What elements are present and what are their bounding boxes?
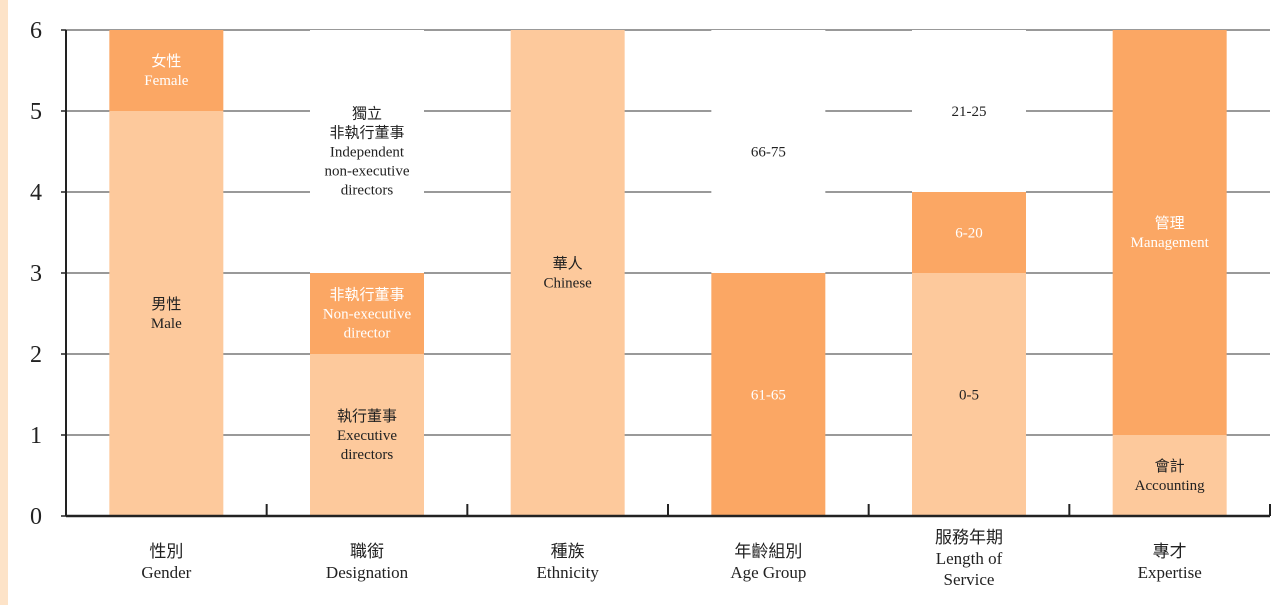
bar-segment-2-0: [510, 30, 625, 516]
y-tick-label-4: 4: [30, 180, 42, 206]
bar-segment-4-1: [912, 192, 1026, 273]
segment-label-0-0-1: Male: [151, 316, 182, 332]
category-label-1-0: 職銜: [350, 542, 384, 561]
bar-segment-5-1: [1112, 30, 1227, 435]
segment-label-1-2-3: non-executive: [325, 164, 410, 180]
category-label-3-0: 年齡組別: [734, 542, 802, 561]
y-tick-label-2: 2: [30, 342, 42, 368]
segment-label-0-0-0: 男性: [151, 296, 181, 313]
segment-label-4-0-0: 0-5: [959, 388, 979, 404]
bar-segment-1-0: [310, 354, 424, 516]
segment-label-3-1-0: 66-75: [751, 145, 786, 161]
segment-label-0-1-1: Female: [144, 73, 188, 89]
bar-segment-3-0: [711, 273, 826, 516]
category-label-2-0: 種族: [551, 542, 585, 561]
segment-label-1-2-0: 獨立: [352, 106, 382, 123]
category-label-3-1: Age Group: [730, 563, 806, 582]
bar-segment-4-0: [912, 273, 1026, 516]
category-label-2-1: Ethnicity: [537, 563, 600, 582]
segment-label-0-1-0: 女性: [151, 52, 181, 70]
segment-label-1-0-2: directors: [341, 447, 394, 463]
segment-label-1-2-2: Independent: [330, 145, 405, 161]
open-segment-4-2: [912, 30, 1026, 192]
category-label-4-0: 服務年期: [935, 528, 1003, 547]
segment-label-1-0-0: 執行董事: [337, 408, 397, 425]
segment-label-1-0-1: Executive: [337, 428, 397, 444]
segment-label-2-0-1: Chinese: [544, 276, 593, 292]
y-tick-label-6: 6: [30, 18, 42, 44]
open-segment-1-2: [310, 30, 424, 273]
segment-label-3-0-0: 61-65: [751, 388, 786, 404]
bar-segment-0-1: [109, 30, 224, 111]
segment-label-5-0-0: 會計: [1155, 458, 1185, 475]
category-label-5-0: 專才: [1153, 542, 1187, 561]
category-label-4-2: Service: [944, 570, 995, 589]
segment-label-4-2-0: 21-25: [952, 104, 987, 120]
bar-segment-5-0: [1112, 435, 1227, 516]
segment-label-5-1-1: Management: [1131, 235, 1210, 251]
y-tick-label-0: 0: [30, 504, 42, 530]
segment-label-5-1-0: 管理: [1155, 215, 1185, 232]
y-tick-label-3: 3: [30, 261, 42, 287]
segment-label-5-0-1: Accounting: [1135, 478, 1205, 494]
bar-segment-1-1: [310, 273, 424, 354]
y-tick-label-1: 1: [30, 423, 42, 449]
left-decorative-strip: [0, 0, 8, 605]
bar-segment-0-0: [109, 111, 224, 516]
segment-label-2-0-0: 華人: [553, 256, 583, 273]
segment-label-1-2-4: directors: [341, 183, 394, 199]
segment-label-4-1-0: 6-20: [955, 226, 983, 242]
segment-label-1-1-0: 非執行董事: [329, 287, 404, 304]
segment-label-1-2-1: 非執行董事: [329, 125, 404, 142]
category-label-1-1: Designation: [326, 563, 409, 582]
category-label-0-0: 性別: [149, 542, 183, 561]
segment-label-1-1-1: Non-executive: [323, 307, 412, 323]
segment-label-1-1-2: director: [344, 326, 391, 342]
category-label-5-1: Expertise: [1138, 563, 1202, 582]
category-label-0-1: Gender: [141, 563, 191, 582]
category-label-4-1: Length of: [936, 549, 1003, 568]
y-tick-label-5: 5: [30, 99, 42, 125]
open-segment-3-1: [711, 30, 826, 273]
